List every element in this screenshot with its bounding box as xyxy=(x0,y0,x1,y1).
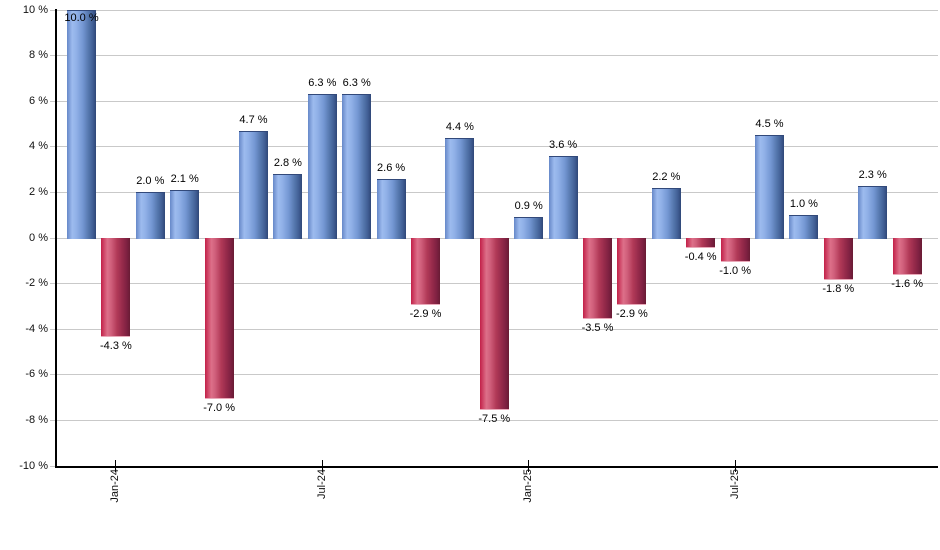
y-axis-label: 2 % xyxy=(29,185,48,198)
bar xyxy=(204,238,234,399)
bar-value-label: -1.8 % xyxy=(822,283,855,296)
bar-value-label: -7.0 % xyxy=(203,401,235,414)
bar xyxy=(342,94,372,239)
x-axis-tick xyxy=(734,460,736,472)
bar xyxy=(686,238,716,249)
bar xyxy=(135,192,165,239)
bar xyxy=(583,238,612,319)
bar-value-label: 4.4 % xyxy=(445,120,474,133)
bar-value-label: 2.6 % xyxy=(377,161,406,174)
y-axis-label: -8 % xyxy=(25,413,48,426)
x-axis xyxy=(54,465,938,468)
bar xyxy=(892,238,922,276)
bar-value-label: 2.2 % xyxy=(652,170,681,183)
bar-value-label: 2.3 % xyxy=(858,168,887,181)
bar-value-label: -0.4 % xyxy=(684,251,717,264)
x-axis-tick xyxy=(528,460,530,472)
x-axis-label: Jul-24 xyxy=(315,469,328,499)
bar xyxy=(548,155,578,239)
x-axis-label: Jul-25 xyxy=(728,469,741,499)
bar-value-label: -4.3 % xyxy=(99,340,132,353)
bar-value-label: -7.5 % xyxy=(478,413,511,425)
bar xyxy=(651,187,681,239)
bar-value-label: 1.0 % xyxy=(789,198,818,211)
bar-value-label: 10.0 % xyxy=(64,12,99,24)
x-axis-label: Jan-24 xyxy=(109,469,122,503)
bar-value-label: 4.7 % xyxy=(239,113,268,126)
bar-value-label: -1.6 % xyxy=(891,278,923,291)
y-axis-label: 8 % xyxy=(29,49,48,62)
gridline xyxy=(50,419,938,421)
y-axis-label: -4 % xyxy=(25,322,48,335)
x-axis-tick xyxy=(321,460,323,472)
bar xyxy=(101,238,131,338)
bar xyxy=(755,135,784,239)
bar xyxy=(273,174,303,239)
bar xyxy=(170,190,200,239)
bar-value-label: -1.0 % xyxy=(719,264,751,277)
bar xyxy=(789,215,819,239)
bar-value-label: 0.9 % xyxy=(514,200,543,213)
bar xyxy=(823,238,853,281)
bar xyxy=(376,178,406,239)
y-axis-label: 6 % xyxy=(29,94,48,107)
bar xyxy=(514,217,544,239)
bar-value-label: 4.5 % xyxy=(755,118,784,131)
bar-value-label: 3.6 % xyxy=(549,138,578,151)
bar xyxy=(307,94,337,239)
bar xyxy=(411,238,440,306)
bar xyxy=(445,137,475,239)
bar xyxy=(239,130,268,239)
x-axis-label: Jan-25 xyxy=(522,469,535,503)
gridline xyxy=(50,100,938,102)
y-axis-label: 4 % xyxy=(29,140,48,153)
gridline xyxy=(50,55,938,57)
bar-value-label: -2.9 % xyxy=(409,308,442,321)
y-axis-label: -6 % xyxy=(25,368,48,381)
bar-value-label: 2.8 % xyxy=(273,157,302,170)
bar-value-label: 2.1 % xyxy=(170,173,199,186)
bar-value-label: 6.3 % xyxy=(308,77,337,90)
bar xyxy=(858,185,888,239)
bar xyxy=(720,238,750,262)
bar-value-label: 6.3 % xyxy=(342,77,371,90)
bar xyxy=(479,238,509,410)
x-axis-tick xyxy=(115,460,117,472)
bar-value-label: -2.9 % xyxy=(615,308,648,321)
gridline xyxy=(50,9,938,11)
y-axis-label: -10 % xyxy=(19,459,48,472)
gridline xyxy=(50,191,938,193)
gridline xyxy=(50,146,938,148)
bar xyxy=(67,10,96,239)
y-axis-label: 10 % xyxy=(22,3,48,16)
bar-value-label: 2.0 % xyxy=(136,175,165,188)
y-axis-label: -2 % xyxy=(25,277,48,290)
bar xyxy=(617,238,647,306)
y-axis-label: 0 % xyxy=(29,231,48,244)
bar-value-label: -3.5 % xyxy=(581,321,614,334)
y-axis xyxy=(54,9,57,466)
